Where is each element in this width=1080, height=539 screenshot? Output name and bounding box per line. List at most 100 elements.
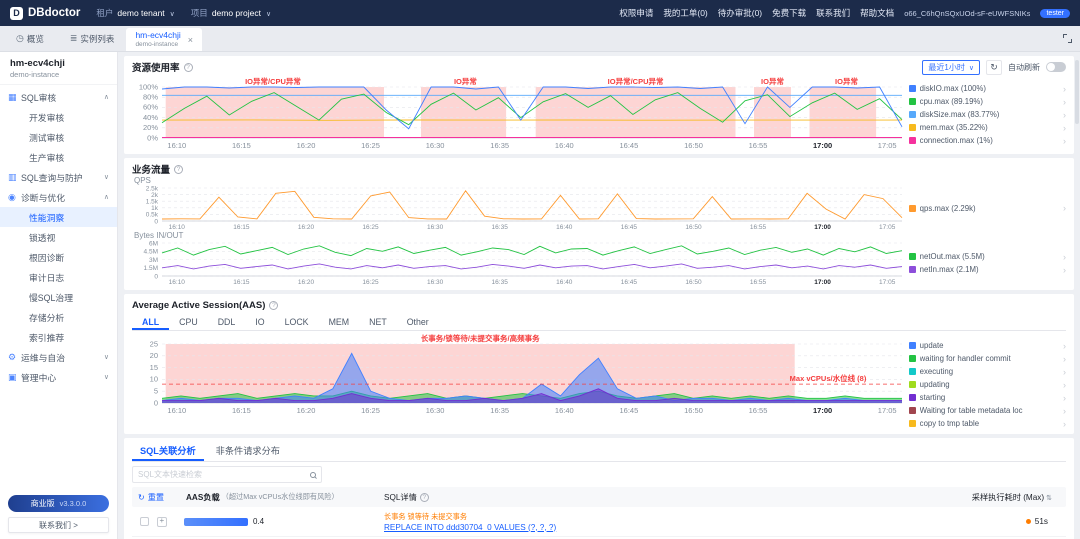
qps-legend: qps.max (2.29k) <box>908 202 1066 215</box>
svg-text:40%: 40% <box>143 113 158 122</box>
svg-text:16:30: 16:30 <box>426 406 445 415</box>
chevron-right-icon <box>1063 406 1066 416</box>
svg-text:16:55: 16:55 <box>750 224 767 231</box>
legend-label: diskIO.max (100%) <box>919 84 986 93</box>
expand-arrow-icon: ∧ <box>103 194 109 201</box>
legend-item[interactable]: updating <box>908 378 1066 391</box>
svg-text:2.5k: 2.5k <box>146 185 159 192</box>
nav-tab[interactable]: ◷ 概览 <box>16 33 44 44</box>
row-checkbox[interactable] <box>140 517 149 526</box>
sidebar-item[interactable]: 生产审核 <box>0 147 117 167</box>
sidebar-item[interactable]: 慢SQL治理 <box>0 287 117 307</box>
sidebar-item[interactable]: 性能洞察 <box>0 207 117 227</box>
fullscreen-icon[interactable] <box>1063 34 1072 43</box>
legend-item[interactable]: netOut.max (5.5M) <box>908 250 1066 263</box>
aas-tab[interactable]: ALL <box>132 314 170 330</box>
contact-us-button[interactable]: 联系我们 > <box>8 517 109 533</box>
svg-text:16:40: 16:40 <box>555 141 574 150</box>
legend-item[interactable]: copy to tmp table <box>908 417 1066 430</box>
legend-item[interactable]: connection.max (1%) <box>908 134 1066 147</box>
sidebar-item[interactable]: 索引推荐 <box>0 327 117 347</box>
chevron-right-icon <box>1063 123 1066 133</box>
search-icon[interactable] <box>310 471 316 478</box>
column-sql-title: SQL详情 <box>384 493 417 502</box>
user-name[interactable]: o66_C6hQnSQxUOd-sF-eUWFSNIKs <box>904 8 1031 18</box>
row-expander[interactable] <box>157 516 167 527</box>
aas-tab[interactable]: MEM <box>328 317 350 327</box>
info-icon[interactable] <box>174 164 184 174</box>
legend-item[interactable]: waiting for handler commit <box>908 352 1066 365</box>
sidebar-item-label: 测试审核 <box>29 132 65 143</box>
table-row: 0.4 长事务 锁等待 未提交事务 REPLACE INTO ddd30704_… <box>132 507 1066 537</box>
sql-search-input[interactable] <box>138 470 306 479</box>
topbar-link[interactable]: 我的工单(0) <box>663 8 708 18</box>
legend-item[interactable]: executing <box>908 365 1066 378</box>
tab-subtitle: demo-instance <box>135 40 179 48</box>
nav-tab[interactable]: ≣ 实例列表 <box>69 33 115 44</box>
legend-item[interactable]: Waiting for table metadata loc <box>908 404 1066 417</box>
topbar-link[interactable]: 权限申请 <box>619 8 654 18</box>
sidebar-item[interactable]: ▥ SQL查询与防护 ∨ <box>0 167 117 187</box>
info-icon[interactable] <box>419 492 429 502</box>
nav-tab-icon: ≣ <box>69 33 78 43</box>
sql-panel-tab[interactable]: 非条件请求分布 <box>215 446 280 456</box>
legend-item[interactable]: qps.max (2.29k) <box>908 202 1066 215</box>
sidebar-item[interactable]: 根因诊断 <box>0 247 117 267</box>
legend-item[interactable]: netIn.max (2.1M) <box>908 263 1066 276</box>
tab-instance-active[interactable]: hm-ecv4chji demo-instance × <box>126 28 203 51</box>
tenant-selector[interactable]: 租户 demo tenant <box>96 7 174 19</box>
legend-item[interactable]: starting <box>908 391 1066 404</box>
legend-item[interactable]: diskSize.max (83.77%) <box>908 108 1066 121</box>
topbar-link[interactable]: 待办审批(0) <box>717 8 763 18</box>
sidebar-item[interactable]: 审计日志 <box>0 267 117 287</box>
aas-tab[interactable]: NET <box>369 317 387 327</box>
sidebar-item[interactable]: ▣ 管理中心 ∨ <box>0 367 117 387</box>
aas-tab[interactable]: IO <box>255 317 265 327</box>
sql-link[interactable]: REPLACE INTO ddd30704_0 VALUES (?, ?, ?) <box>384 522 557 532</box>
legend-item[interactable]: mem.max (35.22%) <box>908 121 1066 134</box>
chevron-right-icon <box>1063 367 1066 377</box>
reset-button[interactable]: 重置 <box>132 491 186 503</box>
sql-panel-tab[interactable]: SQL关联分析 <box>132 442 204 461</box>
legend-item[interactable]: update <box>908 339 1066 352</box>
svg-text:IO异常: IO异常 <box>454 76 477 86</box>
svg-text:16:25: 16:25 <box>362 279 379 286</box>
sidebar-item[interactable]: ⚙ 运维与自治 ∨ <box>0 347 117 367</box>
legend-item[interactable]: cpu.max (89.19%) <box>908 95 1066 108</box>
legend-label: netIn.max (2.1M) <box>919 265 979 274</box>
aas-tab[interactable]: LOCK <box>284 317 309 327</box>
info-icon[interactable] <box>183 62 193 72</box>
sidebar-item[interactable]: ▦ SQL审核 ∧ <box>0 87 117 107</box>
topbar-right: 权限申请 我的工单(0) 待办审批(0) 免费下载 联系我们 帮助文档 o66_C6hQn… <box>619 7 1070 19</box>
sidebar-item[interactable]: 测试审核 <box>0 127 117 147</box>
svg-text:16:40: 16:40 <box>556 224 573 231</box>
time-range-select[interactable]: 最近1小时 <box>922 59 980 75</box>
legend-item[interactable]: diskIO.max (100%) <box>908 82 1066 95</box>
topbar-link[interactable]: 联系我们 <box>816 8 851 18</box>
sidebar-item[interactable]: 存储分析 <box>0 307 117 327</box>
sidebar-item-icon: ▥ <box>8 171 17 182</box>
sort-icon[interactable] <box>1044 493 1052 502</box>
chevron-right-icon <box>1063 110 1066 120</box>
sidebar-item[interactable]: 锁透视 <box>0 227 117 247</box>
refresh-button[interactable] <box>986 59 1002 75</box>
chevron-down-icon <box>265 8 271 18</box>
svg-text:IO异常/CPU异常: IO异常/CPU异常 <box>245 76 301 86</box>
sidebar-item[interactable]: ◉ 诊断与优化 ∧ <box>0 187 117 207</box>
auto-refresh-toggle[interactable] <box>1046 62 1066 72</box>
aas-tab[interactable]: Other <box>406 317 429 327</box>
app-logo[interactable]: D DBdoctor <box>10 6 80 20</box>
column-sample-duration[interactable]: 采样执行耗时 (Max) <box>926 491 1066 503</box>
close-icon[interactable]: × <box>187 34 194 45</box>
project-selector[interactable]: 项目 demo project <box>191 7 271 19</box>
sidebar-item[interactable]: 开发审核 <box>0 107 117 127</box>
chevron-right-icon <box>1063 354 1066 364</box>
topbar-link[interactable]: 帮助文档 <box>860 8 895 18</box>
svg-text:16:45: 16:45 <box>620 141 639 150</box>
scrollbar-thumb[interactable] <box>1075 60 1079 124</box>
svg-text:16:10: 16:10 <box>167 406 186 415</box>
info-icon[interactable] <box>269 300 279 310</box>
aas-tab[interactable]: DDL <box>217 317 236 327</box>
topbar-link[interactable]: 免费下载 <box>772 8 807 18</box>
aas-tab[interactable]: CPU <box>179 317 198 327</box>
